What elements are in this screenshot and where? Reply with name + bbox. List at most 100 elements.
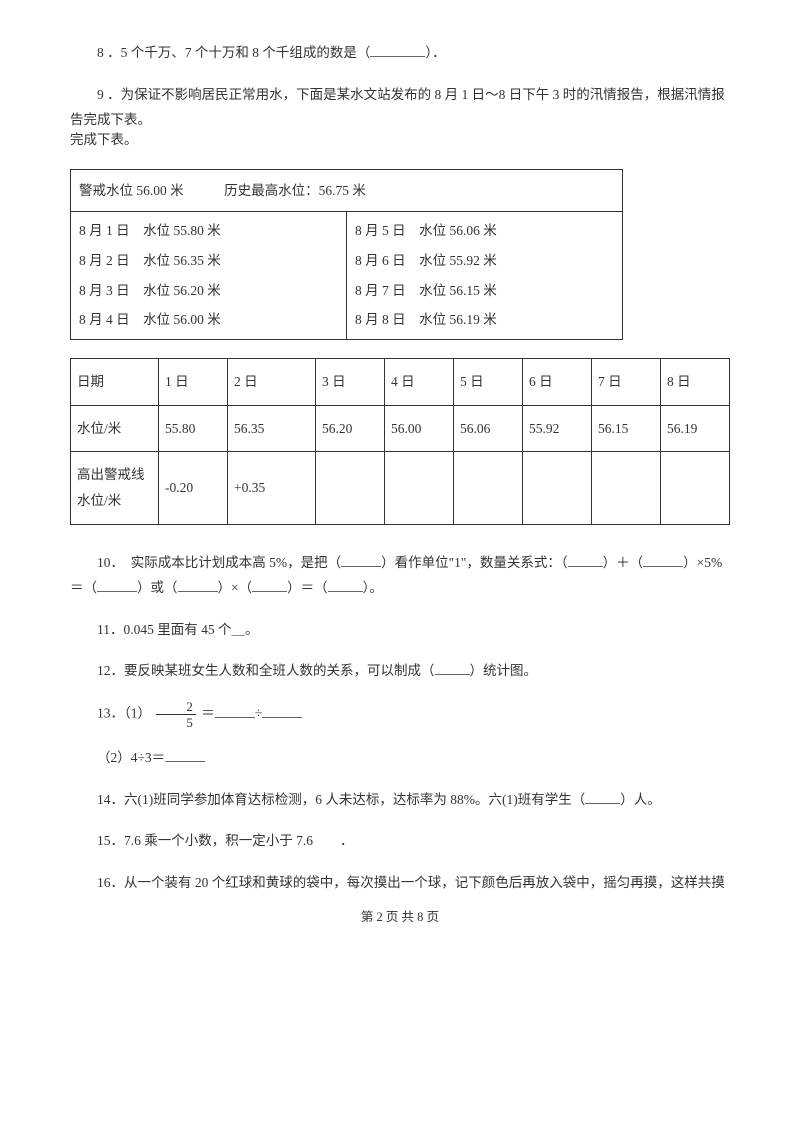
t2-d0: -0.20 bbox=[159, 452, 228, 524]
t1-r2: 8 月 7 日 水位 56.15 米 bbox=[355, 276, 614, 306]
t1-right: 8 月 5 日 水位 56.06 米 8 月 6 日 水位 55.92 米 8 … bbox=[347, 212, 623, 340]
q10-b4 bbox=[97, 578, 137, 593]
t2-row-level: 水位/米 55.80 56.35 56.20 56.00 56.06 55.92… bbox=[71, 405, 730, 452]
t2-c1: 2 日 bbox=[228, 358, 316, 405]
t2-d6 bbox=[592, 452, 661, 524]
q11-num: 11 bbox=[97, 622, 110, 637]
t1-l0: 8 月 1 日 水位 55.80 米 bbox=[79, 216, 338, 246]
q8-text2: ）． bbox=[425, 45, 445, 60]
q10-f: ）×（ bbox=[218, 580, 253, 595]
q13-p1b: ＝ bbox=[201, 706, 215, 721]
t2-d2 bbox=[316, 452, 385, 524]
t1-l2: 8 月 3 日 水位 56.20 米 bbox=[79, 276, 338, 306]
q13-b2 bbox=[262, 703, 302, 718]
q10-b3 bbox=[643, 552, 683, 567]
q13-p1c: ÷ bbox=[255, 706, 262, 721]
q15-num: 15 bbox=[97, 833, 111, 848]
t2-d7 bbox=[661, 452, 730, 524]
t2-c5: 6 日 bbox=[523, 358, 592, 405]
t2-l4: 56.06 bbox=[454, 405, 523, 452]
t2-l6: 56.15 bbox=[592, 405, 661, 452]
question-13-2: （2）4÷3＝ bbox=[70, 745, 730, 771]
t1-h1: 警戒水位 56.00 米 bbox=[79, 183, 184, 198]
q14-a: ．六(1)班同学参加体育达标检测，6 人未达标，达标率为 88%。六(1)班有学… bbox=[111, 792, 586, 807]
t2-l3: 56.00 bbox=[385, 405, 454, 452]
q14-b: ）人。 bbox=[620, 792, 661, 807]
t1-h2: 历史最高水位：56.75 米 bbox=[224, 183, 366, 198]
t1-r1: 8 月 6 日 水位 55.92 米 bbox=[355, 246, 614, 276]
q10-num: 10 bbox=[97, 555, 111, 570]
t2-l7: 56.19 bbox=[661, 405, 730, 452]
t1-left: 8 月 1 日 水位 55.80 米 8 月 2 日 水位 56.35 米 8 … bbox=[71, 212, 347, 340]
t1-r3: 8 月 8 日 水位 56.19 米 bbox=[355, 305, 614, 335]
water-report-table: 警戒水位 56.00 米 历史最高水位：56.75 米 8 月 1 日 水位 5… bbox=[70, 169, 640, 340]
q13-num: 13 bbox=[97, 706, 111, 721]
q12-b: ）统计图。 bbox=[470, 663, 538, 678]
q10-b6 bbox=[252, 578, 287, 593]
q10-b5 bbox=[178, 578, 218, 593]
water-level-table: 日期 1 日 2 日 3 日 4 日 5 日 6 日 7 日 8 日 水位/米 … bbox=[70, 358, 730, 525]
t1-header: 警戒水位 56.00 米 历史最高水位：56.75 米 bbox=[71, 169, 623, 212]
t2-l1: 56.35 bbox=[228, 405, 316, 452]
t2-l5: 55.92 bbox=[523, 405, 592, 452]
question-16: 16．从一个装有 20 个红球和黄球的袋中，每次摸出一个球，记下颜色后再放入袋中… bbox=[70, 870, 730, 896]
q16-num: 16 bbox=[97, 875, 111, 890]
t1-r0: 8 月 5 日 水位 56.06 米 bbox=[355, 216, 614, 246]
t2-label-date: 日期 bbox=[71, 358, 159, 405]
t2-row-date: 日期 1 日 2 日 3 日 4 日 5 日 6 日 7 日 8 日 bbox=[71, 358, 730, 405]
q8-num: 8 bbox=[97, 45, 104, 60]
q10-g: ）＝（ bbox=[287, 580, 328, 595]
question-12: 12．要反映某班女生人数和全班人数的关系，可以制成（ ）统计图。 bbox=[70, 658, 730, 684]
t2-row-diff: 高出警戒线 水位/米 -0.20 +0.35 bbox=[71, 452, 730, 524]
t2-c3: 4 日 bbox=[385, 358, 454, 405]
question-9: 9 ．为保证不影响居民正常用水，下面是某水文站发布的 8 月 1 日～8 日下午… bbox=[70, 82, 730, 133]
t2-d5 bbox=[523, 452, 592, 524]
fraction-icon: 2 5 bbox=[156, 700, 196, 729]
t2-l2: 56.20 bbox=[316, 405, 385, 452]
q9-num: 9 bbox=[97, 87, 104, 102]
q10-h: ）。 bbox=[363, 580, 383, 595]
t2-c7: 8 日 bbox=[661, 358, 730, 405]
q10-b: ）看作单位"1"，数量关系式：（ bbox=[381, 555, 568, 570]
frac-num: 2 bbox=[156, 700, 196, 715]
t2-d4 bbox=[454, 452, 523, 524]
t2-label-level: 水位/米 bbox=[71, 405, 159, 452]
q10-b2 bbox=[568, 552, 603, 567]
q13-b1 bbox=[215, 703, 255, 718]
t2-c0: 1 日 bbox=[159, 358, 228, 405]
t1-l1: 8 月 2 日 水位 56.35 米 bbox=[79, 246, 338, 276]
q10-a: ． 实际成本比计划成本高 5%，是把（ bbox=[111, 555, 342, 570]
q12-a: ．要反映某班女生人数和全班人数的关系，可以制成（ bbox=[111, 663, 435, 678]
q8-blank bbox=[370, 43, 425, 58]
question-13-1: 13．（1） 2 5 ＝ ÷ bbox=[70, 700, 730, 729]
q16-text: ．从一个装有 20 个红球和黄球的袋中，每次摸出一个球，记下颜色后再放入袋中，摇… bbox=[111, 875, 725, 890]
q12-num: 12 bbox=[97, 663, 111, 678]
q13-p2: （2）4÷3＝ bbox=[97, 750, 165, 765]
t1-l3: 8 月 4 日 水位 56.00 米 bbox=[79, 305, 338, 335]
t2-d3 bbox=[385, 452, 454, 524]
t2-label-diff: 高出警戒线 水位/米 bbox=[71, 452, 159, 524]
t2-l0: 55.80 bbox=[159, 405, 228, 452]
q13-b3 bbox=[165, 748, 205, 763]
q14-num: 14 bbox=[97, 792, 111, 807]
q12-blank bbox=[435, 661, 470, 676]
q10-c: ）＋（ bbox=[603, 555, 644, 570]
t2-c4: 5 日 bbox=[454, 358, 523, 405]
question-15: 15．7.6 乘一个小数，积一定小于 7.6 ． bbox=[70, 828, 730, 854]
question-10: 10． 实际成本比计划成本高 5%，是把（ ）看作单位"1"，数量关系式：（ ）＋（… bbox=[70, 550, 730, 601]
q15-text: ．7.6 乘一个小数，积一定小于 7.6 ． bbox=[111, 833, 354, 848]
q10-b7 bbox=[328, 578, 363, 593]
frac-den: 5 bbox=[156, 715, 196, 729]
q9-cont: 完成下表。 bbox=[70, 127, 730, 153]
q9-text: ．为保证不影响居民正常用水，下面是某水文站发布的 8 月 1 日～8 日下午 3… bbox=[70, 87, 725, 128]
q14-blank bbox=[585, 789, 620, 804]
q10-e: ）或（ bbox=[137, 580, 178, 595]
q13-p1a: ．（1） bbox=[111, 706, 152, 721]
question-8: 8 ．5 个千万、7 个十万和 8 个千组成的数是（ ）． bbox=[70, 40, 730, 66]
q8-text1: ．5 个千万、7 个十万和 8 个千组成的数是（ bbox=[107, 45, 370, 60]
t2-d1: +0.35 bbox=[228, 452, 316, 524]
t2-c2: 3 日 bbox=[316, 358, 385, 405]
q11-text: ．0.045 里面有 45 个＿。 bbox=[110, 622, 259, 637]
question-14: 14．六(1)班同学参加体育达标检测，6 人未达标，达标率为 88%。六(1)班… bbox=[70, 787, 730, 813]
t2-c6: 7 日 bbox=[592, 358, 661, 405]
